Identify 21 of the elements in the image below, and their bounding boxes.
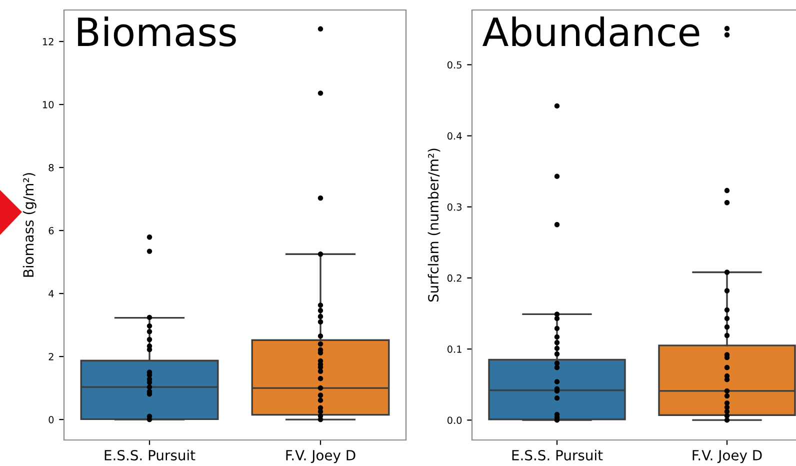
y-tick-label: 2 (48, 353, 54, 360)
y-tick-label: 4 (48, 290, 54, 298)
x-tick-label: F.V. Joey D (692, 450, 762, 464)
y-tick-label: 6 (48, 226, 54, 234)
chart-title: Abundance (482, 16, 700, 47)
y-tick-label: 0.5 (447, 61, 462, 69)
y-tick-label: 0.1 (447, 346, 462, 353)
y-tick-label: 0.4 (447, 132, 462, 140)
y-tick-label: 0.0 (447, 416, 462, 424)
y-tick-label: 0.3 (447, 203, 462, 211)
x-tick-label: E.S.S. Pursuit (512, 450, 603, 460)
x-tick-label: E.S.S. Pursuit (104, 450, 196, 460)
y-axis-title: Biomass (g/m²) (22, 173, 36, 277)
y-tick-label: 0.2 (447, 274, 462, 282)
y-tick-label: 10 (42, 100, 54, 108)
y-tick-label: 0 (48, 416, 54, 424)
chart-title: Biomass (78, 16, 236, 47)
y-tick-label: 12 (42, 38, 54, 46)
x-tick-label: F.V. Joey D (286, 450, 356, 464)
y-axis-title: Surfclam (number/m²) (428, 148, 440, 302)
y-tick-label: 8 (48, 164, 54, 172)
